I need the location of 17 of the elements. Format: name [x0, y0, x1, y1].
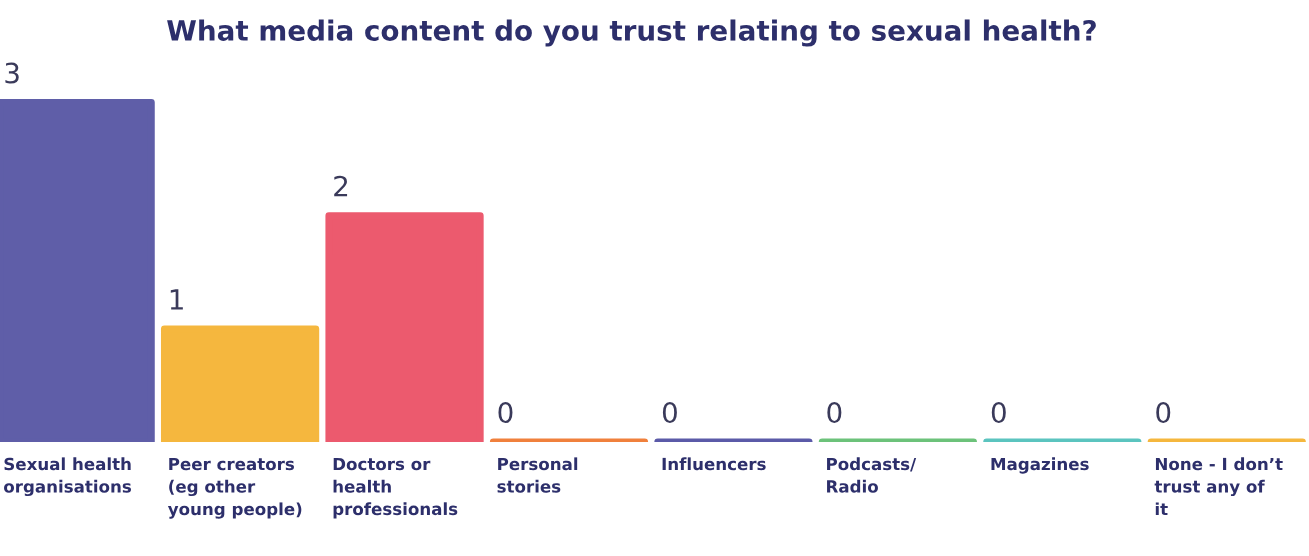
- x-tick-label: Magazines: [991, 457, 1089, 474]
- data-label: 0: [498, 402, 513, 424]
- x-tick-label: Podcasts/ Radio: [827, 457, 917, 493]
- x-tick-label: None - I don’t trust any of it: [1154, 457, 1283, 516]
- x-tick-label: Personal stories: [497, 457, 578, 493]
- data-label: 0: [991, 402, 1006, 424]
- data-label: 0: [662, 402, 677, 424]
- x-tick-label: Sexual health organisations: [4, 457, 132, 497]
- x-tick-label: Peer creators (eg other young people): [167, 457, 302, 519]
- data-label: 3: [5, 62, 19, 84]
- data-label: 2: [334, 175, 348, 197]
- data-label: 1: [170, 289, 183, 310]
- data-label: 0: [1156, 402, 1171, 424]
- data-label: 0: [827, 402, 842, 424]
- x-tick-label: Doctors or health professionals: [333, 457, 458, 519]
- chart-title: What media content do you trust relating to sexual health?: [167, 19, 1096, 47]
- x-tick-label: Influencers: [662, 457, 766, 471]
